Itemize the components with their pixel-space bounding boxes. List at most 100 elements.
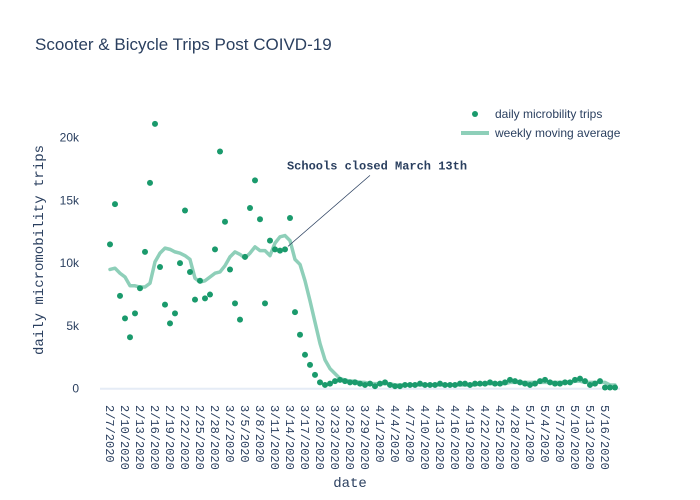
data-point <box>437 380 443 387</box>
x-tick-label: 2/7/2020 <box>102 405 116 463</box>
x-tick-label: 2/19/2020 <box>162 405 176 470</box>
data-point <box>387 381 393 388</box>
data-point <box>142 248 148 255</box>
data-point <box>402 381 408 388</box>
data-point <box>337 376 343 383</box>
data-point <box>282 246 288 253</box>
data-point <box>407 381 413 388</box>
data-point <box>257 216 263 223</box>
x-tick-label: 3/20/2020 <box>312 405 326 470</box>
data-point <box>567 379 573 386</box>
data-point <box>167 320 173 327</box>
data-point <box>517 379 523 386</box>
data-point <box>532 380 538 387</box>
data-point <box>362 381 368 388</box>
data-point <box>602 384 608 391</box>
x-tick-label: 2/28/2020 <box>207 405 221 470</box>
x-tick-label: 3/5/2020 <box>237 405 251 463</box>
x-tick-label: 4/28/2020 <box>507 405 521 470</box>
data-point <box>252 177 258 184</box>
legend: daily microbility trips weekly moving av… <box>461 107 621 140</box>
data-point <box>472 380 478 387</box>
annotation: Schools closed March 13th <box>287 159 467 247</box>
data-point <box>272 246 278 253</box>
legend-item-moving-average[interactable]: weekly moving average <box>461 126 621 140</box>
data-point <box>147 179 153 186</box>
x-tick-label: 5/16/2020 <box>597 405 611 470</box>
data-point <box>482 380 488 387</box>
x-tick-label: 2/13/2020 <box>132 405 146 470</box>
x-tick-label: 3/17/2020 <box>297 405 311 470</box>
x-tick-label: 5/7/2020 <box>552 405 566 463</box>
data-point <box>492 380 498 387</box>
data-point <box>317 379 323 386</box>
data-point <box>592 380 598 387</box>
x-tick-label: 2/22/2020 <box>177 405 191 470</box>
x-tick-label: 4/4/2020 <box>387 405 401 463</box>
data-point <box>107 241 113 248</box>
data-point <box>212 246 218 253</box>
data-point <box>207 291 213 298</box>
data-point <box>547 379 553 386</box>
x-tick-label: 3/23/2020 <box>327 405 341 470</box>
x-tick-label: 2/16/2020 <box>147 405 161 470</box>
y-tick-label: 20k <box>60 131 80 145</box>
y-axis-ticks: 0 5k 10k 15k 20k <box>60 131 80 396</box>
data-point <box>247 204 253 211</box>
data-point <box>227 266 233 273</box>
data-point <box>552 380 558 387</box>
data-point <box>352 379 358 386</box>
x-tick-label: 5/13/2020 <box>582 405 596 470</box>
data-point <box>527 381 533 388</box>
legend-label-daily-trips: daily microbility trips <box>495 107 602 121</box>
x-tick-label: 4/25/2020 <box>492 405 506 470</box>
legend-label-moving-average: weekly moving average <box>494 126 621 140</box>
data-point <box>307 361 313 368</box>
data-point <box>112 201 118 208</box>
data-point <box>427 381 433 388</box>
data-point <box>302 351 308 358</box>
data-point <box>217 148 223 155</box>
x-axis-title: date <box>333 476 367 492</box>
data-point <box>262 300 268 307</box>
x-tick-label: 3/14/2020 <box>282 405 296 470</box>
x-tick-label: 4/10/2020 <box>417 405 431 470</box>
data-point <box>367 380 373 387</box>
x-tick-label: 3/29/2020 <box>357 405 371 470</box>
data-point <box>292 309 298 316</box>
x-tick-label: 4/19/2020 <box>462 405 476 470</box>
data-point <box>452 381 458 388</box>
x-tick-label: 4/13/2020 <box>432 405 446 470</box>
data-point <box>237 316 243 323</box>
y-tick-label: 0 <box>72 382 79 396</box>
data-point <box>182 207 188 214</box>
x-tick-label: 5/10/2020 <box>567 405 581 470</box>
data-point <box>157 263 163 270</box>
data-point <box>397 383 403 390</box>
data-point <box>537 378 543 385</box>
data-point <box>127 334 133 341</box>
data-point <box>197 277 203 284</box>
data-point <box>312 371 318 378</box>
data-point <box>297 331 303 338</box>
x-tick-label: 5/4/2020 <box>537 405 551 463</box>
data-point <box>577 375 583 382</box>
data-point <box>502 379 508 386</box>
y-tick-label: 10k <box>60 256 80 270</box>
data-point <box>432 381 438 388</box>
data-point <box>477 380 483 387</box>
data-point <box>347 379 353 386</box>
legend-item-daily-trips[interactable]: daily microbility trips <box>472 107 602 121</box>
x-tick-label: 3/26/2020 <box>342 405 356 470</box>
x-tick-label: 4/22/2020 <box>477 405 491 470</box>
data-point <box>137 285 143 292</box>
data-point <box>562 379 568 386</box>
data-point <box>372 383 378 390</box>
data-point <box>132 310 138 317</box>
data-point <box>487 379 493 386</box>
x-tick-label: 5/1/2020 <box>522 405 536 463</box>
data-point <box>522 380 528 387</box>
data-point <box>542 376 548 383</box>
x-tick-label: 3/8/2020 <box>252 405 266 463</box>
